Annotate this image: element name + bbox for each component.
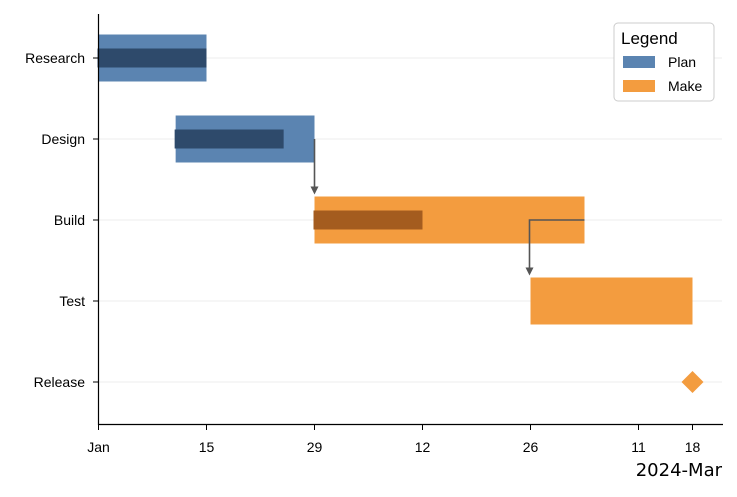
progress-design [174, 129, 284, 149]
legend-swatch-make [623, 80, 655, 92]
axes [97, 14, 723, 426]
x-tick-label-2024-01-01: Jan [87, 439, 110, 455]
progress-build [313, 210, 423, 230]
x-tick-label-2024-03-18: 18 [685, 439, 701, 455]
milestone-release [681, 371, 704, 393]
x-ticks: Jan 15 29 12 26 11 18 [87, 425, 700, 455]
y-label-release: Release [34, 374, 86, 390]
x-tick-label-2024-02-12: 12 [415, 439, 431, 455]
x-tick-label-2024-03-11: 11 [631, 439, 646, 455]
legend-swatch-plan [623, 56, 655, 68]
x-tick-label-2024-02-26: 26 [523, 439, 539, 455]
legend-label-make: Make [668, 78, 702, 94]
dependency-arrows [310, 139, 585, 276]
progress-research [97, 48, 207, 68]
y-label-test: Test [59, 293, 85, 309]
x-tick-label-2024-01-15: 15 [199, 439, 215, 455]
x-tick-label-2024-01-29: 29 [307, 439, 323, 455]
y-label-build: Build [54, 212, 85, 228]
dependency-design-to-build [310, 139, 319, 195]
legend-title: Legend [621, 29, 678, 48]
y-label-design: Design [41, 131, 85, 147]
bar-test [530, 277, 693, 325]
legend: Legend Plan Make [613, 22, 715, 102]
legend-label-plan: Plan [668, 54, 696, 70]
x-offset-label: 2024-Mar [636, 460, 723, 481]
task-bars [97, 34, 704, 393]
y-category-labels: Research Design Build Test Release [25, 50, 98, 390]
y-label-research: Research [25, 50, 85, 66]
dependency-build-to-test [525, 219, 585, 276]
